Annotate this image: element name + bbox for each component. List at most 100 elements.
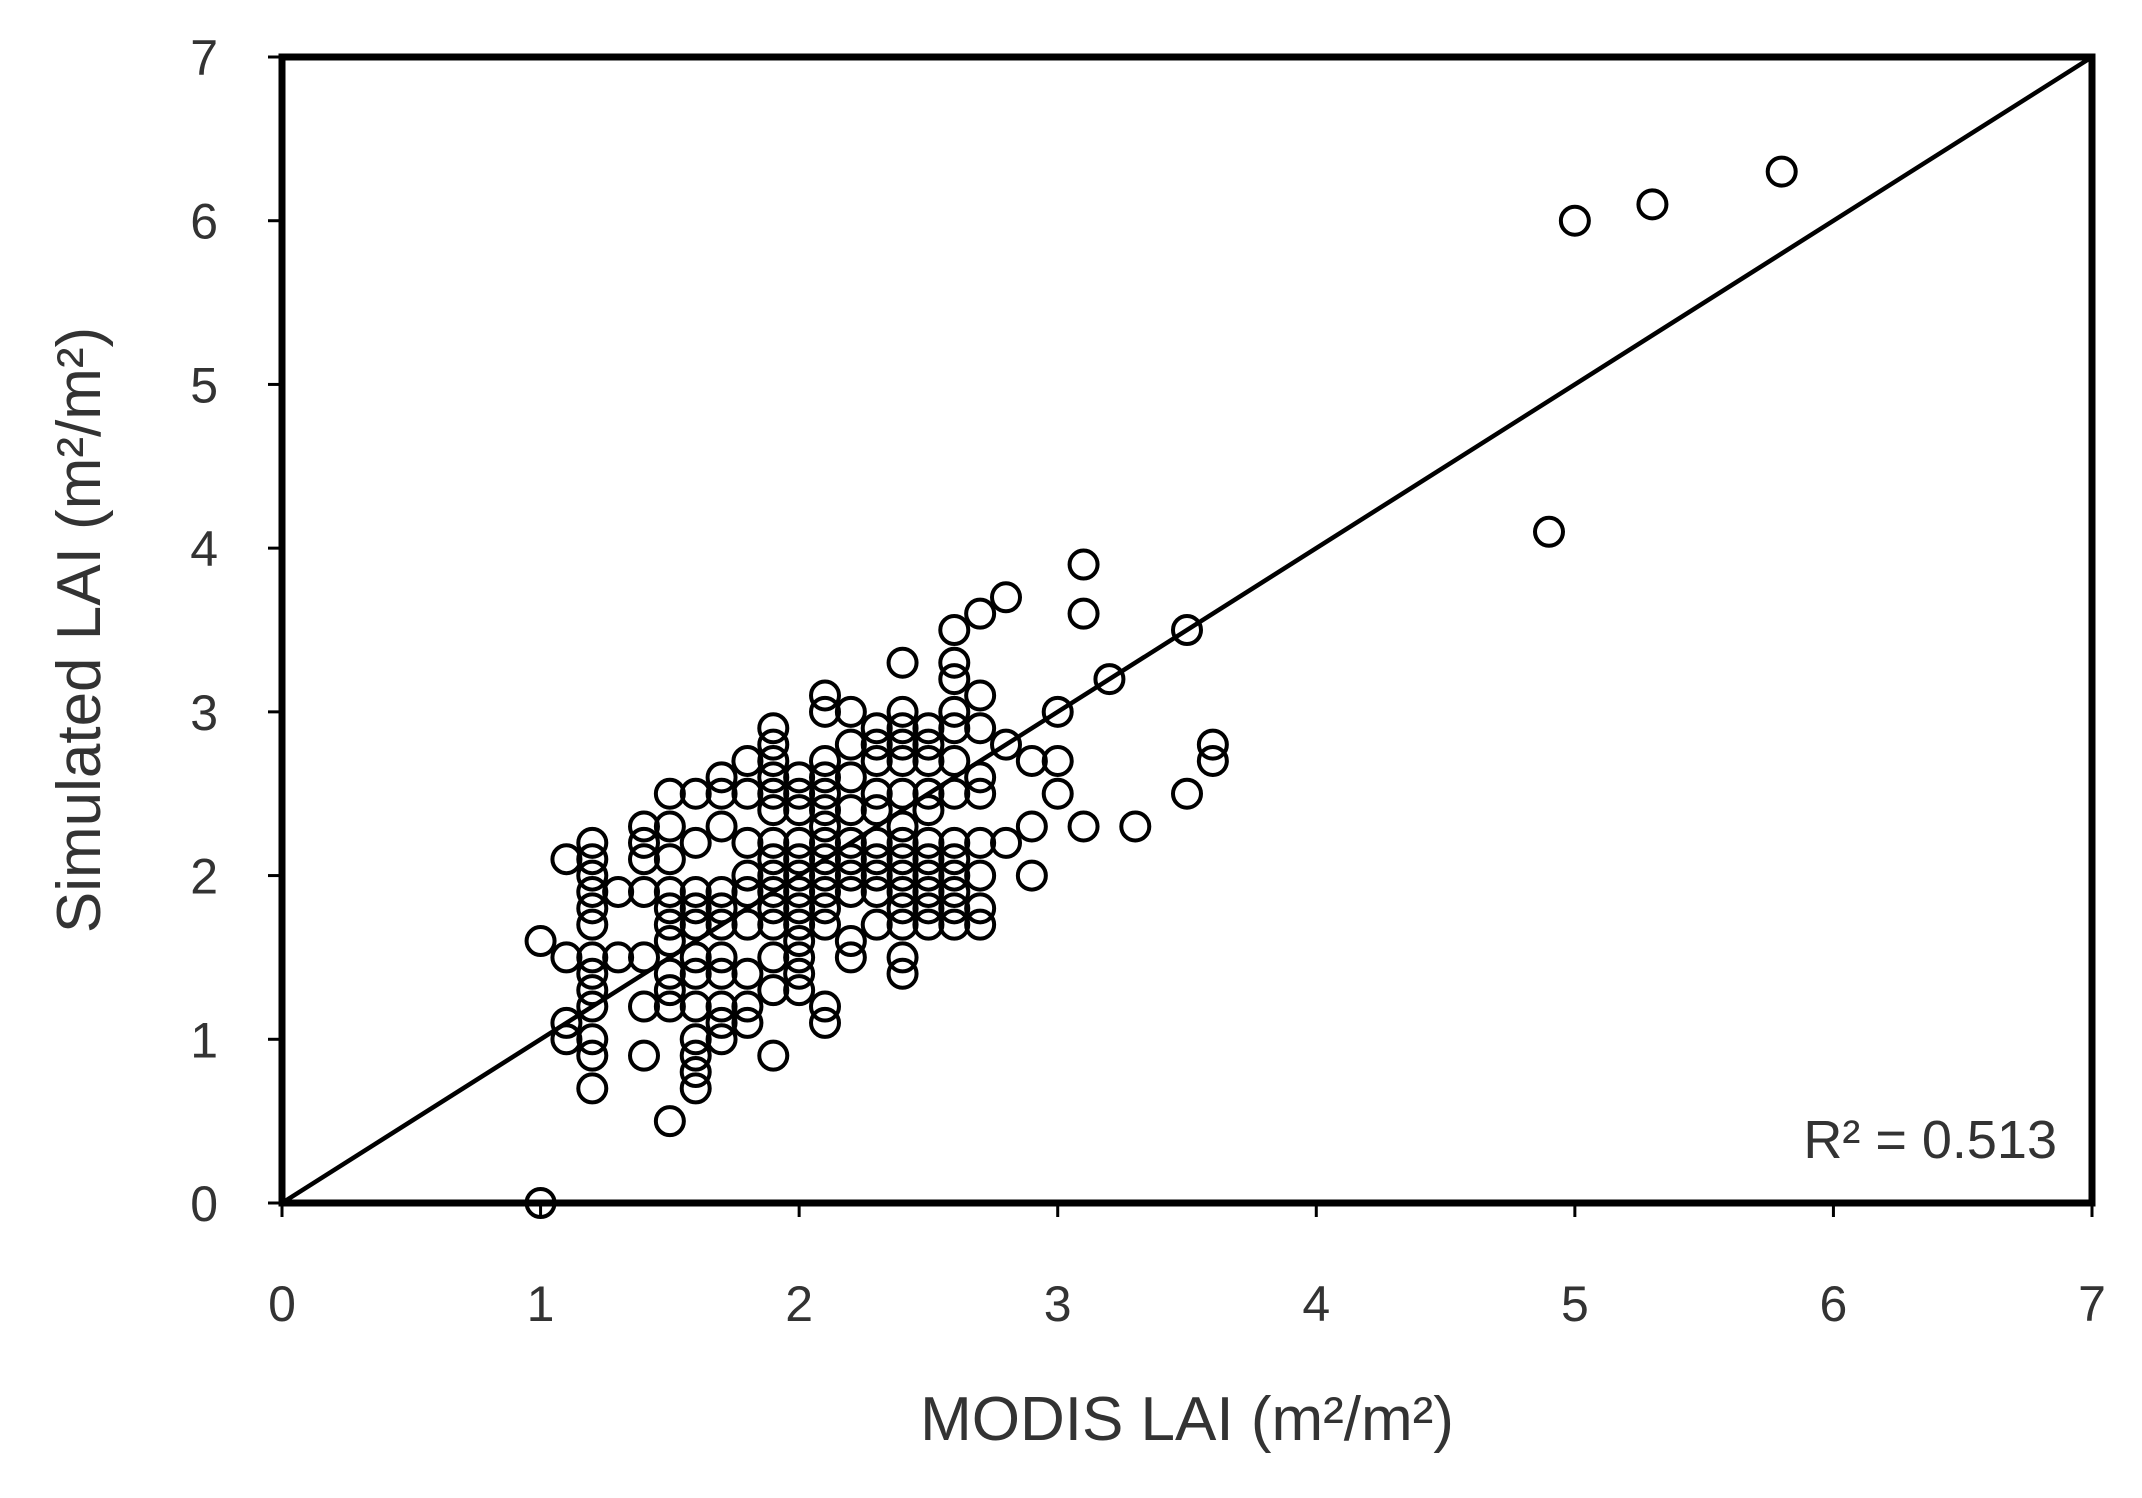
data-point: [912, 892, 945, 925]
data-point: [731, 957, 764, 990]
data-point: [653, 875, 686, 908]
y-tick-label: 7: [190, 30, 218, 86]
data-point: [783, 826, 816, 859]
data-point: [653, 990, 686, 1023]
y-tick-label: 1: [190, 1012, 218, 1068]
data-point: [1119, 810, 1152, 843]
data-point: [705, 875, 738, 908]
data-point: [550, 941, 583, 974]
x-tick-label: 0: [268, 1276, 296, 1332]
data-point: [550, 843, 583, 876]
data-point: [705, 908, 738, 941]
data-point: [938, 908, 971, 941]
data-point: [576, 1039, 609, 1072]
data-point: [705, 941, 738, 974]
x-tick-label: 4: [1302, 1276, 1330, 1332]
data-point: [576, 1023, 609, 1056]
data-point: [550, 1006, 583, 1039]
data-point: [576, 941, 609, 974]
data-point: [809, 777, 841, 810]
data-point: [524, 925, 557, 958]
data-point: [757, 843, 790, 876]
y-tick-label: 6: [190, 194, 218, 250]
data-point: [679, 1072, 712, 1105]
data-point: [1067, 597, 1100, 630]
data-point: [912, 728, 945, 761]
data-point: [938, 843, 971, 876]
x-tick-label: 2: [785, 1276, 813, 1332]
data-point: [809, 761, 841, 794]
x-tick-label: 7: [2078, 1276, 2106, 1332]
data-point: [628, 875, 660, 908]
data-point: [912, 744, 945, 777]
data-point: [757, 761, 790, 794]
data-point: [912, 908, 945, 941]
y-tick-label: 0: [190, 1176, 218, 1232]
data-point: [964, 892, 997, 925]
data-point: [912, 859, 945, 892]
x-axis-title: MODIS LAI (m²/m²): [920, 1385, 1454, 1454]
data-point: [731, 744, 764, 777]
y-tick-label: 5: [190, 357, 218, 413]
data-point: [938, 875, 971, 908]
data-point: [1636, 188, 1669, 221]
data-point: [860, 859, 893, 892]
data-point: [705, 777, 738, 810]
data-point: [912, 875, 945, 908]
data-point: [757, 908, 790, 941]
data-point: [912, 777, 945, 810]
one-to-one-line: [280, 55, 2094, 1205]
y-tick-label: 3: [190, 685, 218, 741]
data-point: [938, 663, 971, 696]
data-point: [860, 744, 893, 777]
data-point: [757, 777, 790, 810]
data-point: [886, 826, 919, 859]
data-point: [886, 712, 919, 745]
x-tick-label: 1: [527, 1276, 555, 1332]
data-point: [990, 581, 1022, 614]
data-point: [886, 646, 919, 679]
data-point: [705, 990, 738, 1023]
data-point: [886, 957, 919, 990]
data-point: [886, 941, 919, 974]
data-point: [938, 712, 971, 745]
data-point: [576, 1072, 609, 1105]
data-point: [809, 695, 841, 728]
data-point: [834, 761, 867, 794]
data-point: [834, 859, 867, 892]
data-point: [679, 892, 712, 925]
data-point: [1041, 744, 1074, 777]
data-point: [1041, 695, 1074, 728]
data-point: [783, 957, 816, 990]
data-point: [679, 957, 712, 990]
data-point: [757, 875, 790, 908]
data-point: [990, 728, 1022, 761]
data-point: [783, 859, 816, 892]
data-point: [886, 859, 919, 892]
x-tick-label: 6: [1820, 1276, 1848, 1332]
data-point: [938, 859, 971, 892]
data-point: [860, 728, 893, 761]
data-point: [731, 1006, 764, 1039]
data-point: [938, 646, 971, 679]
data-point: [964, 859, 997, 892]
data-point: [783, 794, 816, 827]
data-point: [886, 843, 919, 876]
data-point: [938, 826, 971, 859]
data-point: [1015, 859, 1048, 892]
data-point: [679, 990, 712, 1023]
data-point: [938, 695, 971, 728]
r-squared-annotation: R² = 0.513: [1803, 1110, 2057, 1170]
data-point: [783, 761, 816, 794]
data-point: [705, 957, 738, 990]
data-point: [1533, 515, 1565, 548]
data-point: [834, 925, 867, 958]
data-point: [628, 843, 660, 876]
data-point: [860, 875, 893, 908]
data-point: [653, 892, 686, 925]
data-point: [576, 990, 609, 1023]
data-point: [834, 875, 867, 908]
data-point: [886, 892, 919, 925]
data-point: [809, 990, 841, 1023]
